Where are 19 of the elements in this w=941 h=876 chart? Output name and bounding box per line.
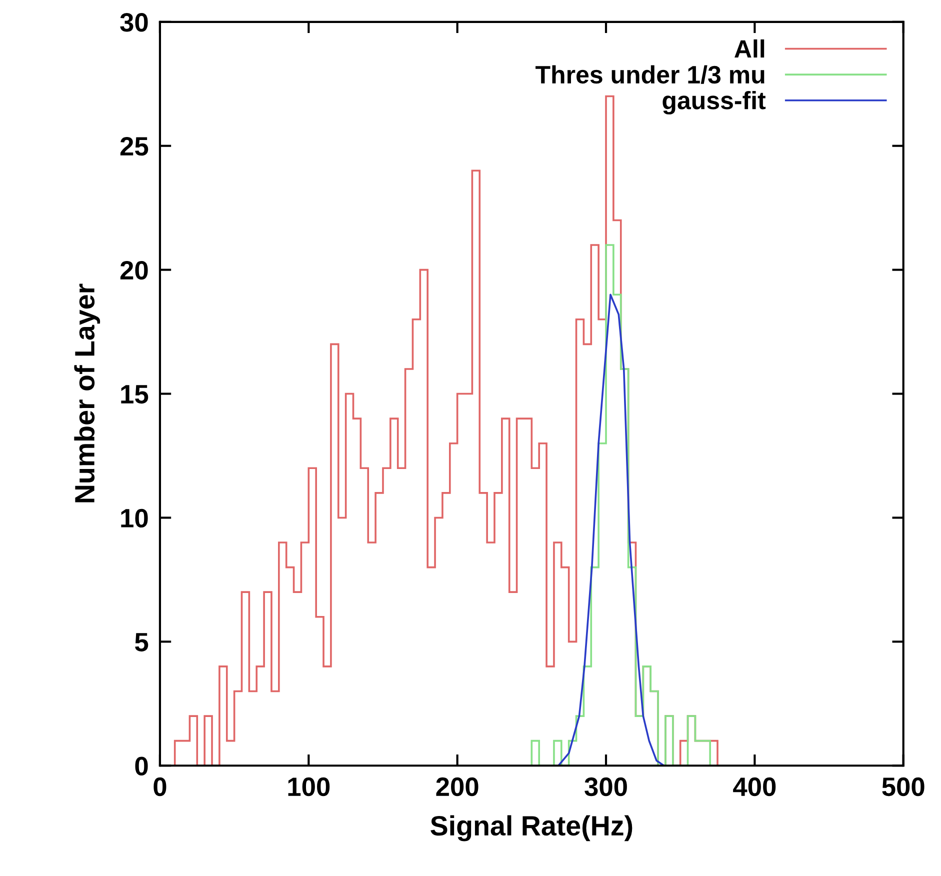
y-tick-label: 15 [121, 385, 148, 404]
y-tick-label: 30 [120, 13, 148, 32]
x-tick-label: 200 [436, 777, 478, 796]
x-tick-label: 100 [288, 777, 330, 796]
y-tick-label: 5 [134, 633, 148, 652]
x-tick-label: 0 [154, 777, 166, 796]
legend-label: All [734, 39, 764, 58]
y-tick-label: 0 [135, 756, 148, 776]
x-axis-title: Signal Rate(Hz) [430, 815, 632, 842]
x-tick-label: 300 [584, 777, 627, 796]
y-axis-title: Number of Layer [74, 284, 100, 502]
line-series [558, 294, 665, 766]
y-tick-label: 25 [120, 136, 148, 156]
legend-label: Thres under 1/3 mu [536, 65, 764, 84]
x-tick-label: 500 [882, 777, 924, 796]
x-tick-label: 400 [733, 777, 776, 796]
y-tick-label: 20 [120, 260, 148, 280]
y-tick-label: 10 [121, 508, 148, 528]
legend-label: gauss-fit [662, 91, 766, 114]
